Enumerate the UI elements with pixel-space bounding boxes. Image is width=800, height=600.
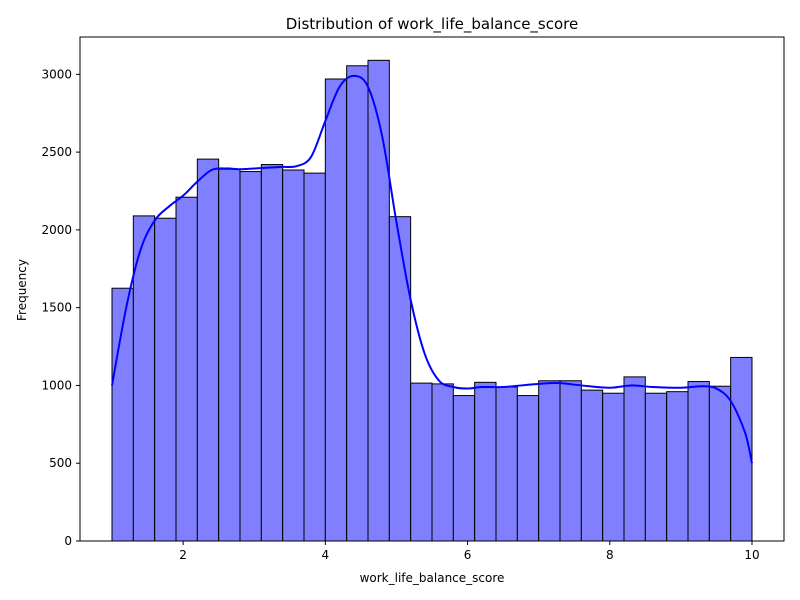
histogram-bar <box>346 65 369 542</box>
y-tick-label: 1000 <box>41 378 72 392</box>
histogram-bar <box>474 381 497 542</box>
y-tick-label: 0 <box>64 534 72 548</box>
histogram-bar <box>580 389 604 542</box>
histogram-bar <box>367 59 390 542</box>
histogram-bar <box>687 381 710 542</box>
histogram-bar <box>218 168 241 542</box>
x-axis-ticks: 2 4 6 8 10 <box>179 541 760 562</box>
histogram-bar <box>196 158 220 542</box>
x-tick-label: 2 <box>179 548 187 562</box>
histogram-bar <box>559 380 582 542</box>
y-tick-label: 2000 <box>41 223 72 237</box>
histogram-bar <box>154 217 177 542</box>
histogram-bar <box>708 385 732 542</box>
histogram-bar <box>452 395 476 542</box>
histogram-bar <box>175 196 198 542</box>
y-axis-label: Frequency <box>15 259 29 321</box>
chart-title: Distribution of work_life_balance_score <box>286 15 579 34</box>
histogram-bar <box>260 164 284 542</box>
x-tick-label: 8 <box>606 548 614 562</box>
y-tick-label: 1500 <box>41 301 72 315</box>
histogram-bar <box>495 386 518 542</box>
histogram-bar <box>516 395 540 542</box>
x-tick-label: 6 <box>464 548 472 562</box>
histogram-bar <box>239 171 262 542</box>
x-tick-label: 4 <box>322 548 330 562</box>
histogram-bar <box>324 78 348 542</box>
histogram-bar <box>410 382 433 542</box>
x-tick-label: 10 <box>744 548 759 562</box>
kde-curve <box>111 74 753 464</box>
histogram-bar <box>623 376 646 542</box>
x-axis-label: work_life_balance_score <box>360 571 505 585</box>
y-tick-label: 500 <box>49 456 72 470</box>
histogram-bar <box>666 391 689 542</box>
y-tick-label: 3000 <box>41 67 72 81</box>
histogram-bar <box>644 392 668 542</box>
y-axis-ticks: 0 500 1000 1500 2000 2500 3000 <box>41 67 80 548</box>
histogram-bar <box>282 169 305 542</box>
histogram-bar <box>602 392 625 542</box>
plot-frame <box>79 36 785 542</box>
histogram-bar <box>431 383 454 542</box>
histogram-bar <box>388 216 412 542</box>
y-tick-label: 2500 <box>41 145 72 159</box>
histogram-bar <box>303 172 326 542</box>
histogram-bars <box>111 59 753 542</box>
histogram-bar <box>538 380 561 542</box>
